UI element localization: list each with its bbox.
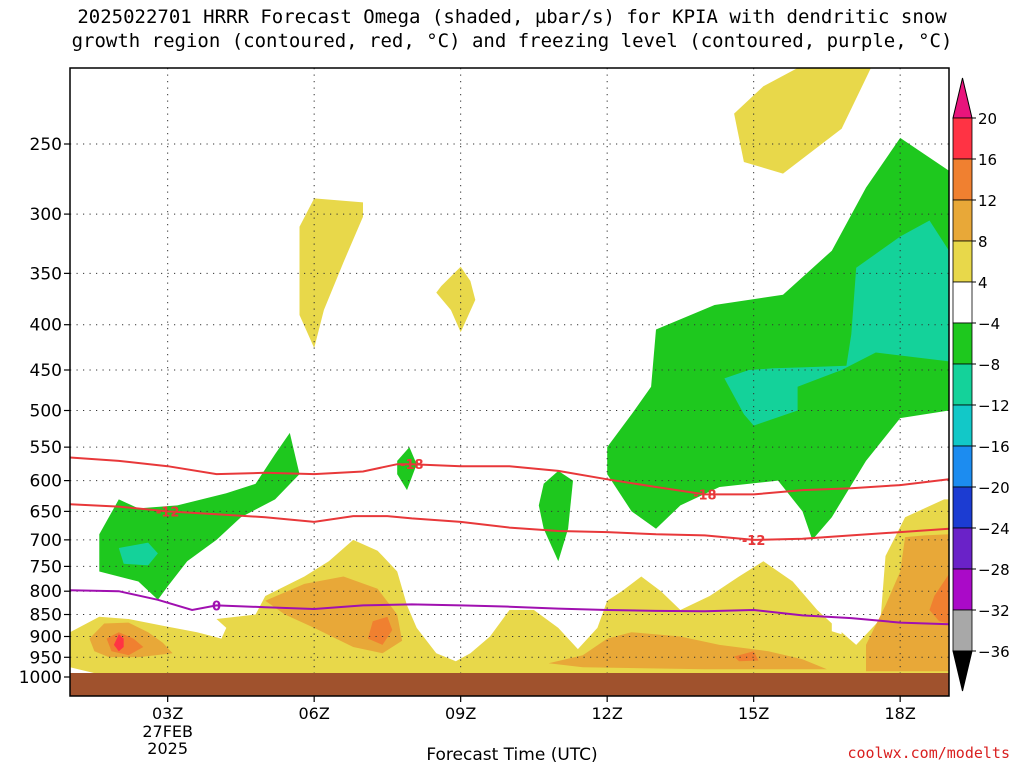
contour-line-2 [70,589,949,626]
y-tick-label-500: 500 [30,402,62,422]
y-tick-label-1000: 1000 [19,668,62,688]
colorbar-label-0: 20 [978,110,997,128]
contour-line-0 [70,456,949,496]
y-tick-label-950: 950 [30,648,62,668]
colorbar-swatch-6 [952,363,973,406]
colorbar-swatch-8 [952,445,973,488]
omega-region-4 [724,220,949,426]
colorbar-label-2: 12 [978,192,997,210]
colorbar-label-13: −36 [978,643,1010,661]
omega-region-9 [70,499,949,674]
y-tick-label-250: 250 [30,135,62,155]
colorbar-swatch-4 [952,281,973,324]
omega-region-16 [734,651,759,662]
y-tick-label-350: 350 [30,264,62,284]
omega-region-8 [538,470,573,562]
colorbar-label-8: −16 [978,438,1010,456]
omega-region-11 [106,632,144,656]
colorbar-label-9: −20 [978,479,1010,497]
colorbar-label-7: −12 [978,397,1010,415]
colorbar-swatch-3 [952,240,973,283]
colorbar-swatch-11 [952,568,973,611]
contour-label-0-b: -18 [693,488,717,503]
colorbar-swatch-0 [952,117,973,160]
grid-lines [70,68,949,696]
y-tick-label-550: 550 [30,438,62,458]
colorbar-label-1: 16 [978,151,997,169]
credit-text: coolwx.com/modelts [847,744,1010,762]
y-tick-label-450: 450 [30,361,62,381]
omega-region-1 [299,198,363,348]
ground-layer [70,673,949,696]
contour-label-2: 0 [212,599,221,614]
x-tick-year-03Z: 2025 [147,739,188,758]
x-tick-label-09Z: 09Z [445,704,476,723]
omega-region-12 [113,634,124,652]
contour-label-1: -12 [156,505,180,520]
colorbar-label-10: −24 [978,520,1010,538]
plot-frame [69,67,950,697]
x-axis-label: Forecast Time (UTC) [426,745,598,765]
contour-label-1-b: -12 [742,534,766,549]
colorbar-top-arrow [952,77,973,119]
x-tick-label-18Z: 18Z [885,704,916,723]
ground-fill [70,673,949,696]
y-tick-label-900: 900 [30,627,62,647]
colorbar: 20 16 12 8 4 −4 −8 −12 −16 −20 −24 −28 −32 −36 [952,77,1010,692]
colorbar-label-11: −28 [978,561,1010,579]
x-tick-date-03Z: 27FEB [142,722,193,741]
omega-region-18 [929,574,949,624]
omega-region-2 [436,266,476,333]
contour-label-0: -18 [400,458,424,473]
omega-region-19 [831,614,842,635]
contour-line-1 [70,503,949,541]
x-tick-label-15Z: 15Z [738,704,769,723]
y-tick-label-600: 600 [30,472,62,492]
colorbar-label-6: −8 [978,356,1000,374]
y-tick-label-850: 850 [30,606,62,626]
chart-title-line-2: growth region (contoured, red, °C) and f… [71,30,953,52]
y-tick-label-650: 650 [30,502,62,522]
colorbar-label-5: −4 [978,315,1000,333]
x-tick-label-06Z: 06Z [299,704,330,723]
colorbar-swatch-2 [952,199,973,242]
colorbar-swatch-12 [952,609,973,652]
colorbar-label-4: 4 [978,274,988,292]
omega-region-3 [607,137,949,540]
omega-region-7 [397,447,417,491]
y-tick-label-300: 300 [30,205,62,225]
colorbar-swatch-10 [952,527,973,570]
omega-region-13 [265,576,403,654]
chart-title-line-1: 2025022701 HRRR Forecast Omega (shaded, … [77,6,947,28]
x-tick-label-12Z: 12Z [592,704,623,723]
omega-region-6 [118,542,158,566]
x-tick-label-03Z: 03Z [152,704,183,723]
y-tick-label-400: 400 [30,316,62,336]
colorbar-swatch-9 [952,486,973,529]
y-tick-label-750: 750 [30,557,62,577]
omega-region-14 [367,616,393,645]
colorbar-label-12: −32 [978,602,1010,620]
y-tick-label-800: 800 [30,582,62,602]
colorbar-label-3: 8 [978,233,988,251]
contour-lines: -18 -12 0 -18 -12 [70,456,949,626]
omega-region-0 [734,68,871,174]
colorbar-swatch-7 [952,404,973,447]
colorbar-swatch-5 [952,322,973,365]
y-tick-label-700: 700 [30,531,62,551]
y-axis: 2503003504004505005506006507007508008509… [19,135,70,688]
colorbar-swatch-1 [952,158,973,201]
colorbar-bottom-arrow [952,650,973,692]
